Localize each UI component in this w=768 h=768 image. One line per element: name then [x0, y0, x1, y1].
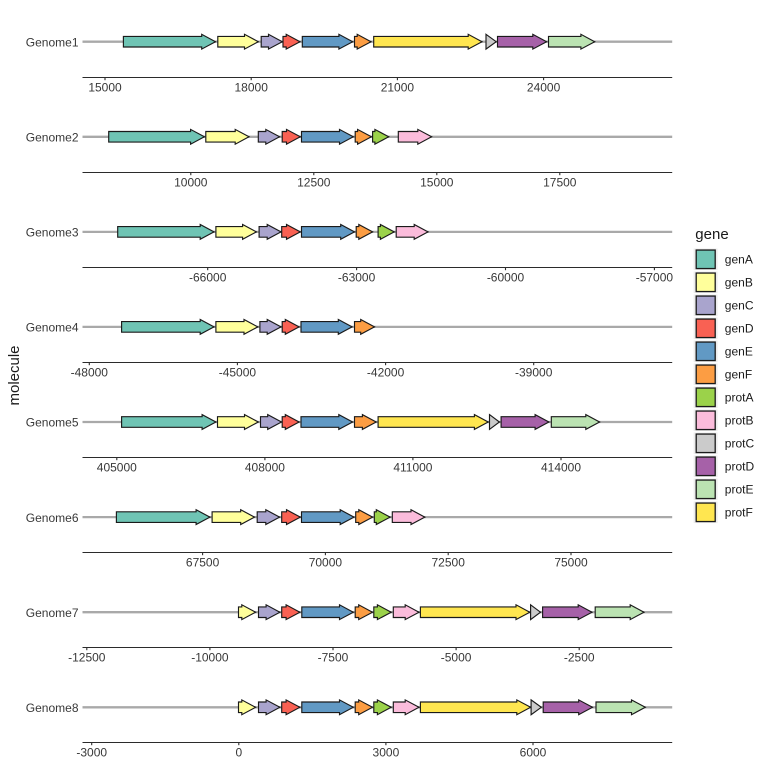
svg-text:-2500: -2500 [564, 651, 595, 665]
svg-text:411000: 411000 [393, 461, 432, 475]
svg-text:protF: protF [725, 506, 753, 520]
svg-text:3000: 3000 [373, 746, 400, 760]
svg-text:molecule: molecule [6, 345, 23, 405]
svg-text:protA: protA [725, 391, 754, 405]
svg-text:15000: 15000 [88, 81, 122, 95]
svg-text:protB: protB [725, 414, 754, 428]
svg-text:Genome2: Genome2 [26, 131, 79, 145]
svg-text:-10000: -10000 [191, 651, 229, 665]
svg-text:protE: protE [725, 483, 754, 497]
svg-text:Genome5: Genome5 [26, 416, 79, 430]
svg-text:-60000: -60000 [487, 271, 525, 285]
svg-text:414000: 414000 [541, 461, 581, 475]
svg-text:-66000: -66000 [189, 271, 227, 285]
svg-text:72500: 72500 [432, 556, 466, 570]
svg-text:gene: gene [695, 226, 728, 243]
svg-text:-3000: -3000 [76, 746, 107, 760]
svg-text:Genome6: Genome6 [26, 511, 79, 525]
svg-text:protD: protD [725, 460, 755, 474]
svg-text:Genome1: Genome1 [26, 35, 79, 49]
svg-text:-45000: -45000 [219, 366, 257, 380]
svg-text:-7500: -7500 [318, 651, 349, 665]
svg-text:-63000: -63000 [338, 271, 376, 285]
svg-text:10000: 10000 [174, 176, 208, 190]
svg-text:408000: 408000 [245, 461, 285, 475]
svg-text:genD: genD [725, 322, 754, 336]
svg-text:Genome4: Genome4 [26, 321, 79, 335]
svg-text:protC: protC [725, 437, 755, 451]
svg-text:24000: 24000 [527, 81, 561, 95]
svg-text:12500: 12500 [297, 176, 331, 190]
svg-text:-42000: -42000 [367, 366, 405, 380]
svg-text:genF: genF [725, 368, 752, 382]
svg-text:Genome7: Genome7 [26, 606, 79, 620]
svg-text:67500: 67500 [186, 556, 220, 570]
svg-text:genC: genC [725, 299, 754, 313]
svg-text:-39000: -39000 [515, 366, 553, 380]
svg-text:-5000: -5000 [441, 651, 472, 665]
svg-text:75000: 75000 [554, 556, 588, 570]
svg-text:0: 0 [235, 746, 242, 760]
svg-text:21000: 21000 [381, 81, 415, 95]
svg-text:Genome3: Genome3 [26, 226, 79, 240]
svg-text:17500: 17500 [543, 176, 577, 190]
svg-text:15000: 15000 [420, 176, 454, 190]
svg-text:Genome8: Genome8 [26, 701, 79, 715]
svg-text:-12500: -12500 [68, 651, 106, 665]
svg-text:405000: 405000 [97, 461, 137, 475]
svg-text:18000: 18000 [235, 81, 269, 95]
svg-text:genE: genE [725, 345, 753, 359]
svg-text:-48000: -48000 [71, 366, 109, 380]
svg-text:6000: 6000 [520, 746, 547, 760]
svg-text:genB: genB [725, 276, 753, 290]
svg-text:genA: genA [725, 253, 753, 267]
svg-text:-57000: -57000 [636, 271, 674, 285]
svg-text:70000: 70000 [309, 556, 343, 570]
